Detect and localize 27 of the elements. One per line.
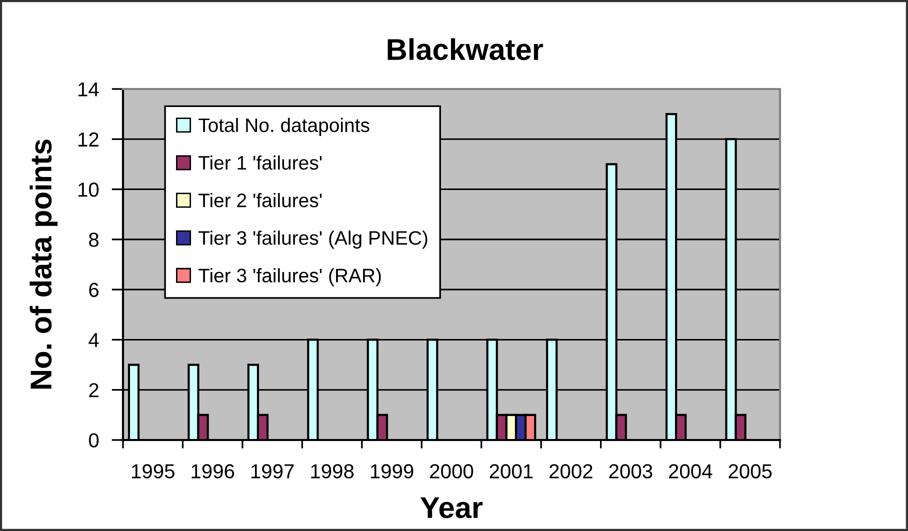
y-tick-label: 10 [78, 182, 99, 197]
x-tick-label: 1996 [192, 464, 234, 478]
y-tick-label: 0 [88, 433, 99, 448]
x-tick-label: 2002 [550, 464, 592, 478]
legend-label: Tier 2 'failures' [198, 193, 322, 208]
x-axis-title: Year [420, 497, 483, 518]
x-tick-label: 1998 [311, 464, 354, 478]
x-tick-label: 2001 [490, 464, 533, 478]
legend-label: Tier 1 'failures' [198, 155, 322, 170]
y-tick-label: 14 [78, 82, 99, 96]
x-tick-label: 1995 [132, 464, 174, 478]
x-tick-label: 2004 [669, 464, 712, 478]
y-axis-title: No. of data points [30, 140, 58, 389]
y-tick-label: 6 [89, 282, 99, 298]
y-tick-label: 4 [88, 333, 99, 348]
y-tick-label: 12 [78, 132, 98, 146]
legend-label: Tier 3 'failures' (RAR) [198, 268, 381, 286]
x-tick-label: 1999 [370, 464, 414, 478]
legend-label: Total No. datapoints [198, 118, 370, 136]
x-tick-label: 2003 [609, 464, 652, 478]
x-tick-label: 2005 [728, 464, 772, 478]
x-tick-label: 1997 [251, 464, 294, 478]
y-tick-label: 2 [89, 383, 98, 398]
chart-title: Blackwater [388, 38, 544, 60]
x-tick-label: 2000 [430, 464, 474, 478]
y-tick-label: 8 [89, 232, 99, 247]
legend-label: Tier 3 'failures' (Alg PNEC) [198, 230, 428, 249]
